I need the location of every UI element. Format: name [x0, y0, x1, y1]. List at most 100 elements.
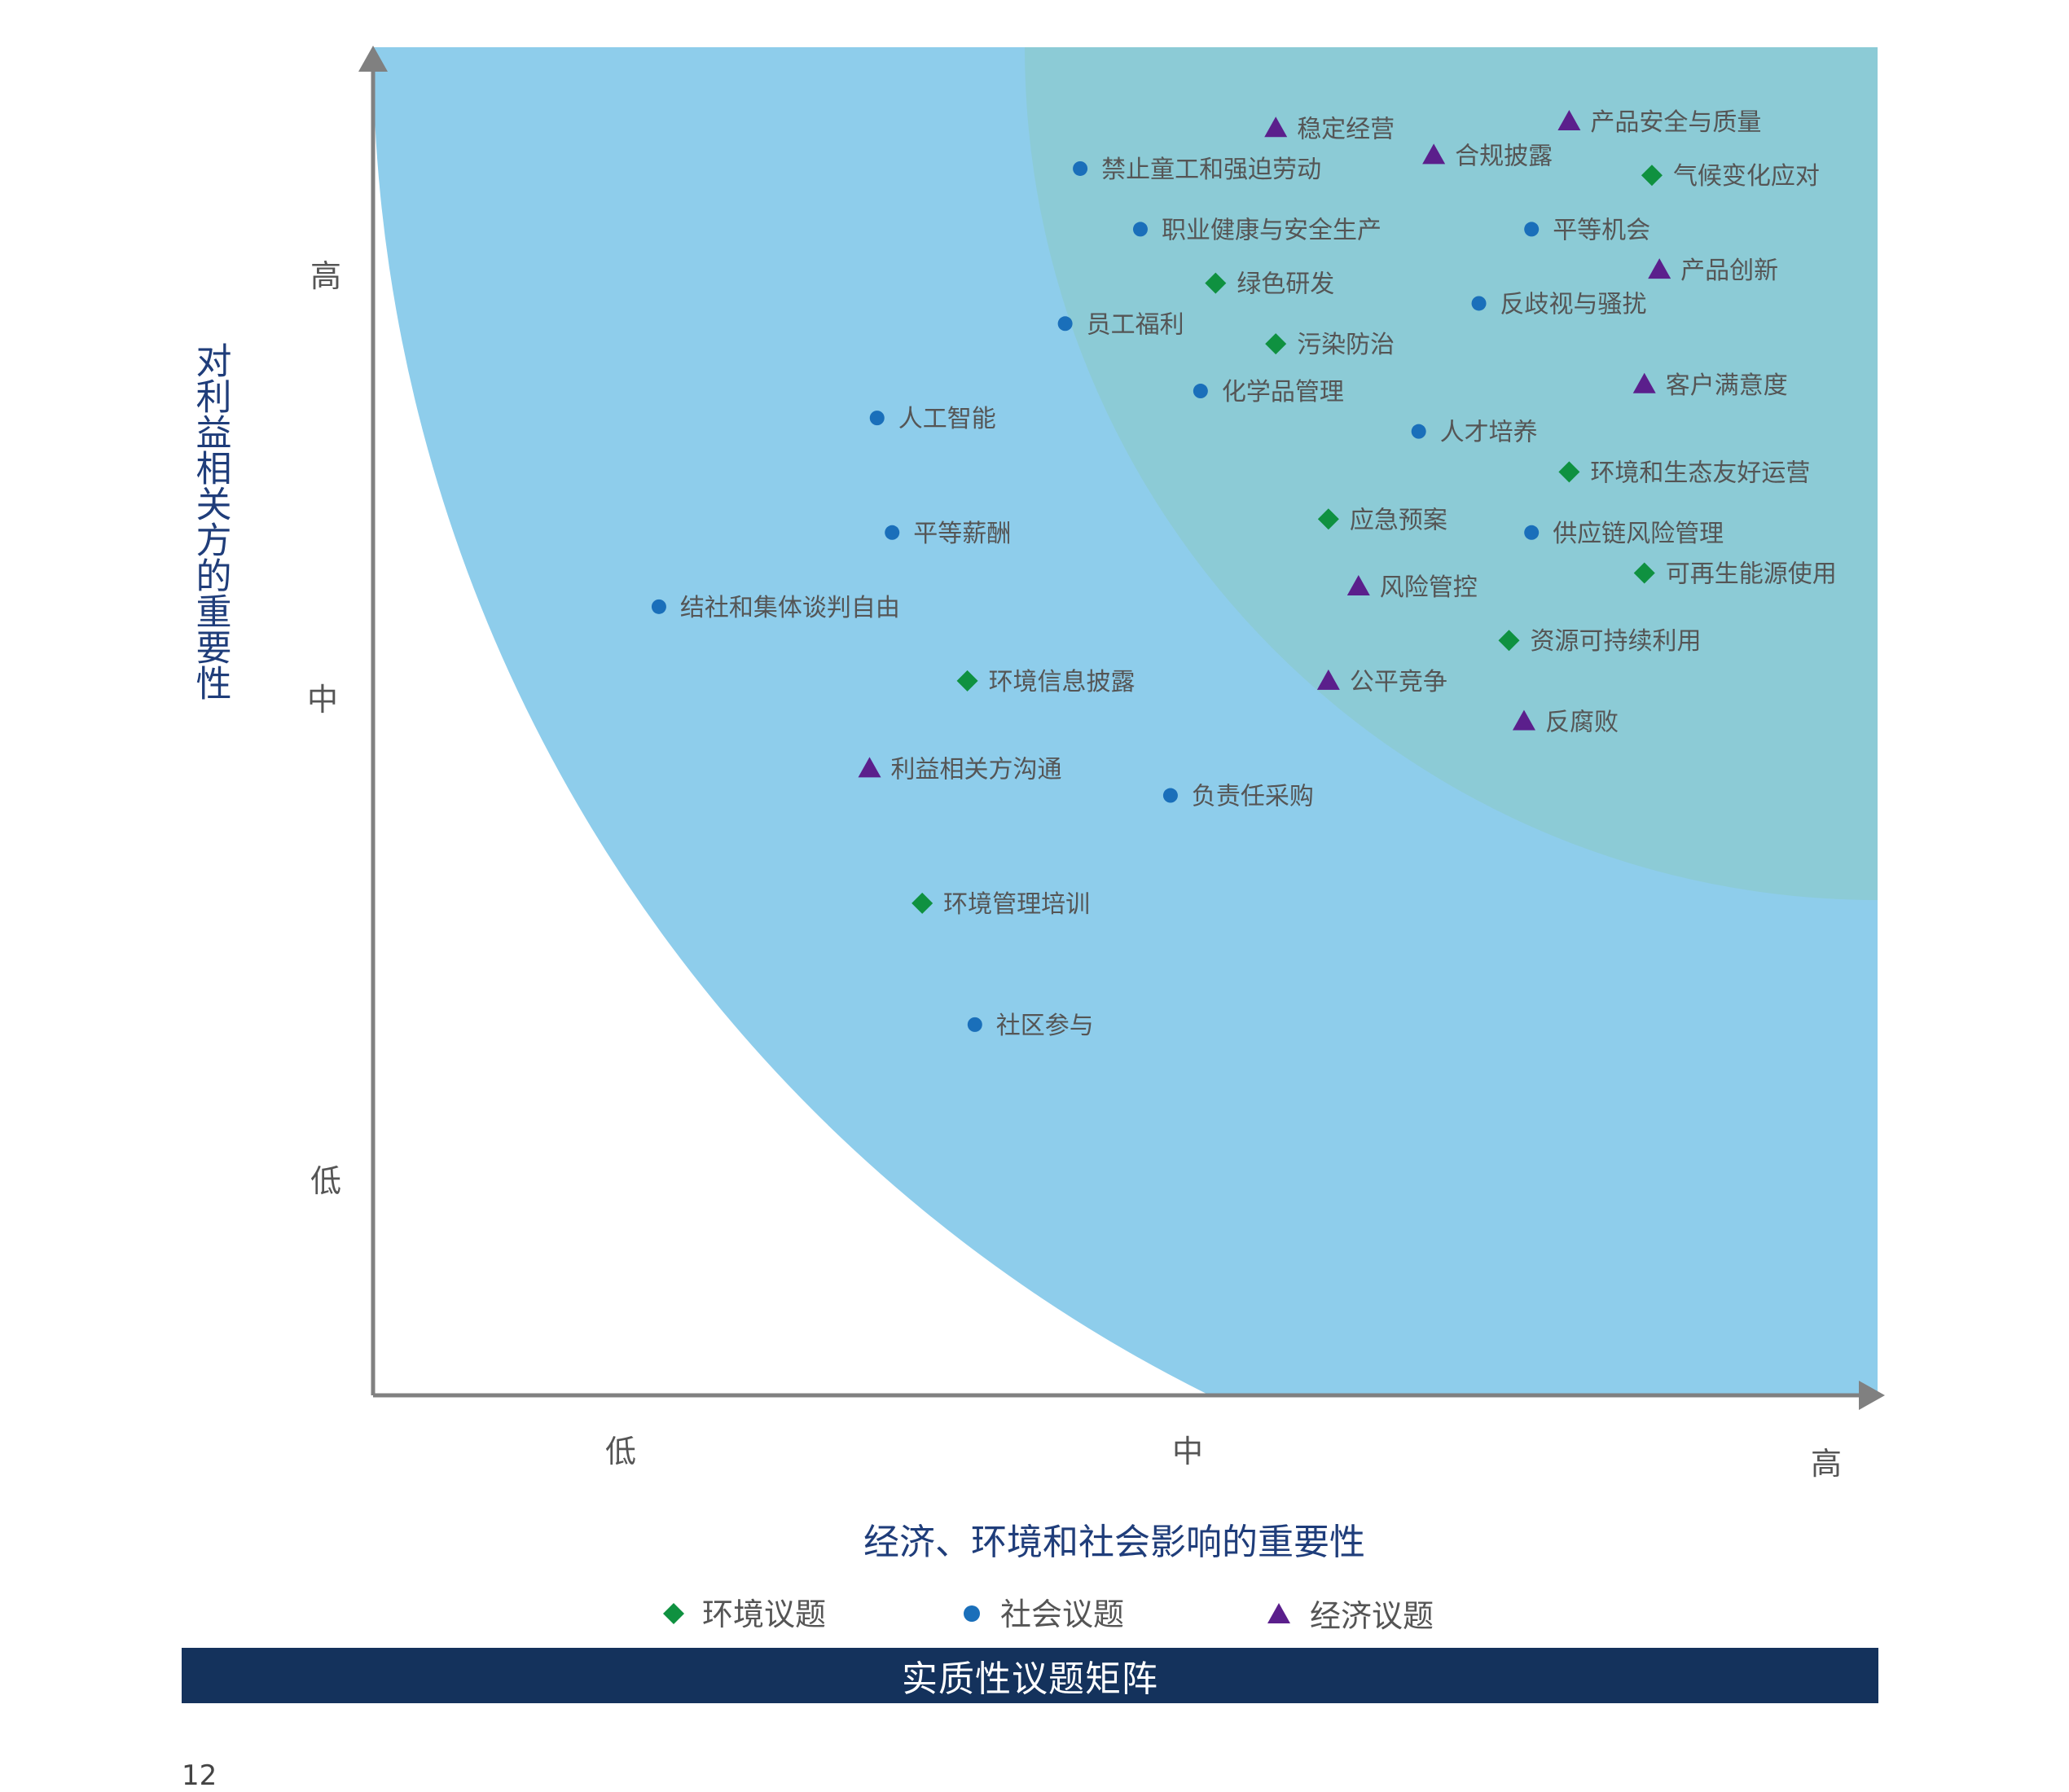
data-point-label: 结社和集体谈判自由 — [680, 594, 900, 622]
data-point: 产品创新 — [1648, 257, 1778, 285]
purple-triangle-icon — [1346, 575, 1370, 595]
data-point: 结社和集体谈判自由 — [651, 594, 900, 622]
data-point: 负责任采购 — [1162, 783, 1314, 811]
legend-label-environment: 环境议题 — [702, 1597, 826, 1632]
purple-triangle-icon — [1422, 143, 1446, 165]
data-point-label: 污染防治 — [1297, 331, 1395, 359]
green-diamond-icon — [1558, 461, 1580, 483]
data-point-label: 平等机会 — [1553, 216, 1650, 244]
x-axis-arrow-icon — [1859, 1381, 1885, 1410]
green-diamond-icon — [956, 670, 978, 692]
purple-triangle-icon — [1512, 709, 1535, 731]
data-point: 环境信息披露 — [956, 668, 1136, 696]
legend-item-economic: 经济议题 — [1267, 1598, 1434, 1634]
blue-circle-icon — [1411, 424, 1426, 439]
legend: 环境议题 社会议题 经济议题 — [663, 1597, 1434, 1634]
data-point: 可再生能源使用 — [1633, 560, 1837, 588]
blue-circle-icon — [1057, 316, 1073, 332]
data-point: 社区参与 — [967, 1012, 1094, 1040]
data-point: 污染防治 — [1265, 331, 1395, 359]
green-diamond-icon — [1498, 630, 1520, 652]
data-point: 反歧视与骚扰 — [1471, 290, 1647, 318]
y-tick-label-mid: 中 — [307, 682, 338, 718]
data-point-label: 员工福利 — [1087, 310, 1184, 339]
chart-title-bar: 实质性议题矩阵 — [182, 1648, 1878, 1703]
data-point: 气候变化应对 — [1641, 162, 1820, 191]
blue-circle-icon — [1524, 525, 1540, 540]
data-point: 环境和生态友好运营 — [1558, 459, 1810, 487]
data-point-label: 应急预案 — [1350, 506, 1447, 534]
green-diamond-icon — [1205, 272, 1227, 294]
purple-triangle-icon — [858, 757, 881, 778]
data-point: 合规披露 — [1422, 142, 1553, 170]
blue-circle-icon — [1471, 296, 1487, 311]
x-tick-label-low: 低 — [605, 1434, 636, 1469]
legend-item-environment: 环境议题 — [663, 1597, 826, 1632]
blue-circle-icon — [1073, 160, 1088, 176]
purple-triangle-icon — [1267, 1603, 1290, 1623]
green-diamond-icon — [1317, 508, 1339, 530]
data-point-label: 环境信息披露 — [989, 668, 1136, 696]
data-point: 职业健康与安全生产 — [1132, 216, 1382, 244]
data-point: 绿色研发 — [1205, 270, 1334, 299]
data-point-label: 利益相关方沟通 — [891, 755, 1062, 784]
data-point: 利益相关方沟通 — [858, 755, 1062, 784]
data-point-label: 合规披露 — [1455, 142, 1553, 170]
data-point-label: 人才培养 — [1440, 419, 1538, 447]
y-axis-arrow-icon — [358, 46, 388, 72]
data-point-label: 负责任采购 — [1192, 783, 1314, 811]
data-point-label: 绿色研发 — [1237, 270, 1334, 299]
data-point: 化学品管理 — [1193, 378, 1344, 406]
data-point-label: 人工智能 — [898, 405, 996, 433]
data-point-label: 社区参与 — [996, 1012, 1094, 1040]
data-point: 客户满意度 — [1632, 371, 1788, 400]
green-diamond-icon — [663, 1603, 684, 1624]
blue-circle-icon — [964, 1605, 980, 1622]
y-axis-label: 对利益相关方的重要性 — [190, 342, 231, 701]
data-point-label: 公平竞争 — [1350, 668, 1447, 696]
green-diamond-icon — [1641, 165, 1663, 187]
data-point: 环境管理培训 — [912, 890, 1090, 919]
data-point-label: 平等薪酬 — [913, 520, 1011, 548]
purple-triangle-icon — [1264, 116, 1288, 138]
x-axis-label: 经济、环境和社会影响的重要性 — [863, 1522, 1365, 1563]
purple-triangle-icon — [1632, 372, 1656, 393]
data-point-label: 环境管理培训 — [943, 890, 1090, 919]
data-point-label: 反歧视与骚扰 — [1500, 290, 1647, 318]
blue-circle-icon — [1193, 384, 1208, 399]
data-point: 稳定经营 — [1264, 115, 1395, 143]
data-point-label: 稳定经营 — [1297, 115, 1395, 143]
x-tick-label-high: 高 — [1811, 1446, 1842, 1482]
blue-circle-icon — [885, 525, 900, 540]
green-diamond-icon — [912, 892, 933, 914]
page-number: 12 — [182, 1759, 217, 1792]
data-point-label: 气候变化应对 — [1673, 162, 1820, 191]
data-point: 产品安全与质量 — [1557, 108, 1761, 137]
blue-circle-icon — [967, 1017, 982, 1032]
data-point: 员工福利 — [1057, 310, 1184, 339]
purple-triangle-icon — [1316, 669, 1340, 690]
data-point-label: 客户满意度 — [1666, 371, 1788, 400]
data-point: 反腐败 — [1512, 709, 1619, 737]
purple-triangle-icon — [1557, 110, 1581, 131]
data-point-label: 产品创新 — [1680, 257, 1778, 285]
data-point: 风险管控 — [1346, 573, 1478, 602]
data-point: 公平竞争 — [1316, 668, 1447, 696]
data-point: 平等薪酬 — [885, 520, 1011, 548]
high-importance-zone — [1025, 47, 1878, 900]
data-point: 平等机会 — [1524, 216, 1650, 244]
purple-triangle-icon — [1648, 258, 1671, 279]
legend-item-social: 社会议题 — [964, 1597, 1124, 1632]
blue-circle-icon — [869, 411, 885, 426]
blue-circle-icon — [651, 599, 666, 614]
data-point-label: 禁止童工和强迫劳动 — [1101, 156, 1321, 184]
data-point: 资源可持续利用 — [1498, 627, 1701, 656]
chart-title: 实质性议题矩阵 — [902, 1658, 1158, 1700]
data-point-label: 反腐败 — [1545, 709, 1619, 737]
data-point: 禁止童工和强迫劳动 — [1073, 156, 1321, 184]
data-point-label: 化学品管理 — [1222, 378, 1344, 406]
data-point-label: 职业健康与安全生产 — [1162, 216, 1382, 244]
x-tick-label-mid: 中 — [1172, 1434, 1203, 1469]
data-point-label: 可再生能源使用 — [1666, 560, 1837, 588]
